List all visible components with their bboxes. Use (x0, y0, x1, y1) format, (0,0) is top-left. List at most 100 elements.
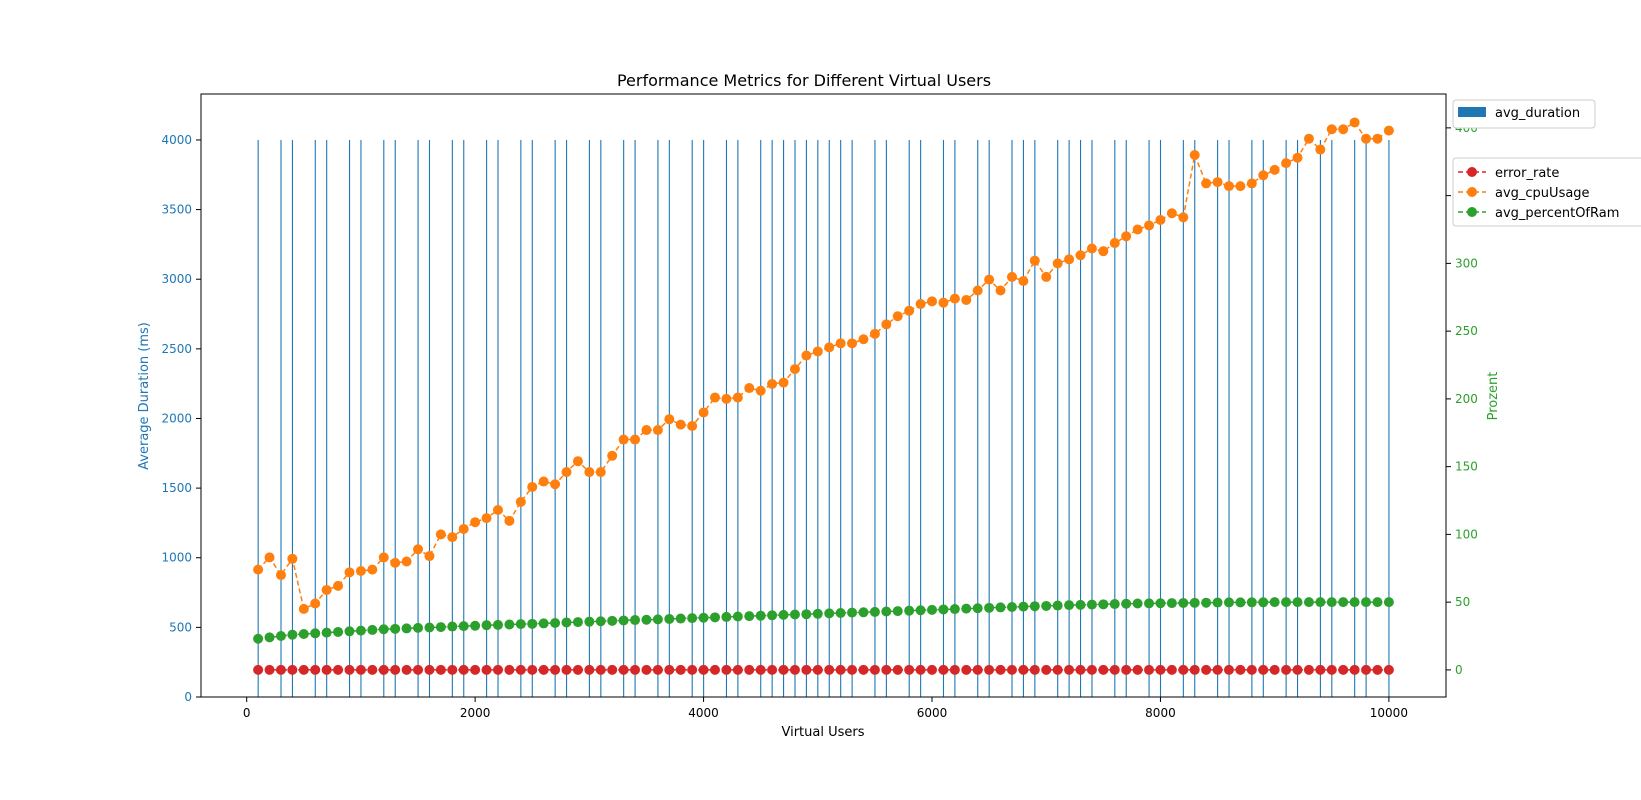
bar-avg_duration-2400 (520, 139, 522, 697)
point-error_rate-700 (321, 664, 332, 675)
bar-avg_duration-3900 (691, 139, 693, 697)
point-error_rate-8100 (1166, 664, 1177, 675)
bar-avg_duration-5600 (885, 139, 887, 697)
point-avg_percentOfRam-9700 (1349, 597, 1360, 608)
point-avg_percentOfRam-6300 (961, 603, 972, 614)
point-avg_percentOfRam-8400 (1201, 597, 1212, 608)
legend-label-error_rate: error_rate (1495, 166, 1559, 181)
point-avg_cpuUsage-600 (310, 598, 321, 609)
bar-avg_duration-3400 (634, 139, 636, 697)
point-avg_percentOfRam-2400 (515, 619, 526, 630)
point-avg_percentOfRam-3400 (630, 615, 641, 626)
point-avg_percentOfRam-8300 (1189, 597, 1200, 608)
point-error_rate-2600 (538, 664, 549, 675)
point-avg_cpuUsage-6400 (972, 285, 983, 296)
point-error_rate-3200 (607, 664, 618, 675)
point-avg_percentOfRam-3000 (584, 616, 595, 627)
point-avg_percentOfRam-9000 (1269, 597, 1280, 608)
point-error_rate-9000 (1269, 664, 1280, 675)
bar-avg_duration-1000 (360, 139, 362, 697)
point-error_rate-10000 (1383, 664, 1394, 675)
point-avg_percentOfRam-5200 (835, 607, 846, 618)
point-avg_percentOfRam-3100 (595, 616, 606, 627)
point-avg_percentOfRam-4000 (698, 612, 709, 623)
series-line-avg_percentOfRam (258, 601, 1389, 640)
bar-avg_duration-700 (326, 139, 328, 697)
point-avg_cpuUsage-1100 (367, 564, 378, 575)
left-y-axis-label: Average Duration (ms) (137, 322, 152, 470)
point-error_rate-5100 (824, 664, 835, 675)
x-tick-label-4000: 4000 (688, 706, 719, 720)
point-avg_cpuUsage-1900 (458, 523, 469, 534)
bar-avg_duration-6400 (977, 139, 979, 697)
point-avg_percentOfRam-1600 (424, 622, 435, 633)
point-avg_percentOfRam-4100 (709, 612, 720, 623)
point-error_rate-9700 (1349, 664, 1360, 675)
point-error_rate-9100 (1281, 664, 1292, 675)
point-avg_cpuUsage-3800 (675, 419, 686, 430)
point-error_rate-2000 (470, 664, 481, 675)
point-error_rate-5800 (904, 664, 915, 675)
legend-marker-avg_cpuUsage (1467, 187, 1477, 197)
bar-avg_duration-3100 (600, 139, 602, 697)
lines-layer (253, 117, 1394, 675)
point-error_rate-5900 (915, 664, 926, 675)
point-avg_cpuUsage-1600 (424, 551, 435, 562)
point-error_rate-8200 (1178, 664, 1189, 675)
point-error_rate-4400 (744, 664, 755, 675)
bar-avg_duration-1300 (394, 139, 396, 697)
point-avg_percentOfRam-7000 (1041, 600, 1052, 611)
point-error_rate-5200 (835, 664, 846, 675)
point-avg_percentOfRam-6600 (995, 602, 1006, 613)
x-axis-label: Virtual Users (781, 725, 864, 740)
point-avg_percentOfRam-2100 (481, 620, 492, 631)
point-avg_percentOfRam-5100 (824, 608, 835, 619)
point-error_rate-2200 (492, 664, 503, 675)
point-avg_percentOfRam-2700 (550, 618, 561, 629)
point-avg_cpuUsage-4400 (744, 383, 755, 394)
point-avg_percentOfRam-5400 (858, 607, 869, 618)
point-error_rate-5500 (869, 664, 880, 675)
x-tick-label-0: 0 (243, 706, 251, 720)
point-avg_cpuUsage-6500 (984, 274, 995, 285)
point-avg_cpuUsage-7300 (1075, 250, 1086, 261)
bar-avg_duration-8800 (1251, 139, 1253, 697)
point-avg_cpuUsage-2100 (481, 513, 492, 524)
right-y-axis-label: Prozent (1486, 372, 1501, 421)
point-error_rate-6400 (972, 664, 983, 675)
point-avg_percentOfRam-3800 (675, 613, 686, 624)
point-avg_percentOfRam-2800 (561, 617, 572, 628)
point-avg_percentOfRam-7100 (1052, 600, 1063, 611)
point-avg_cpuUsage-6100 (938, 297, 949, 308)
point-error_rate-5300 (847, 664, 858, 675)
x-tick-label-10000: 10000 (1370, 706, 1408, 720)
point-error_rate-2100 (481, 664, 492, 675)
point-avg_percentOfRam-700 (321, 627, 332, 638)
bar-avg_duration-6200 (954, 139, 956, 697)
bar-avg_duration-7200 (1068, 139, 1070, 697)
point-error_rate-7400 (1086, 664, 1097, 675)
point-error_rate-7800 (1132, 664, 1143, 675)
point-avg_cpuUsage-3900 (687, 420, 698, 431)
point-error_rate-7100 (1052, 664, 1063, 675)
point-avg_cpuUsage-1500 (413, 544, 424, 555)
bar-avg_duration-5200 (840, 139, 842, 697)
point-avg_percentOfRam-900 (344, 626, 355, 637)
bar-avg_duration-8900 (1262, 139, 1264, 697)
point-avg_percentOfRam-7600 (1109, 599, 1120, 610)
point-avg_percentOfRam-9400 (1315, 597, 1326, 608)
point-error_rate-4800 (789, 664, 800, 675)
point-avg_percentOfRam-5800 (904, 605, 915, 616)
point-error_rate-2700 (550, 664, 561, 675)
point-error_rate-300 (275, 664, 286, 675)
point-error_rate-7000 (1041, 664, 1052, 675)
point-error_rate-9800 (1361, 664, 1372, 675)
point-avg_percentOfRam-9900 (1372, 597, 1383, 608)
legend-label-avg_duration: avg_duration (1495, 106, 1580, 121)
point-avg_percentOfRam-5600 (881, 606, 892, 617)
point-error_rate-4700 (778, 664, 789, 675)
left-tick-label-2000: 2000 (161, 411, 192, 425)
point-avg_cpuUsage-4300 (732, 392, 743, 403)
bar-avg_duration-9800 (1365, 139, 1367, 697)
bar-avg_duration-4500 (760, 139, 762, 697)
